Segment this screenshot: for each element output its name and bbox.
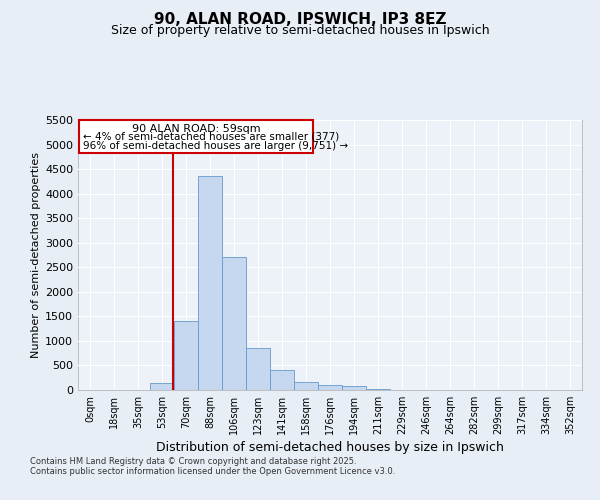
Bar (270, 370, 294, 390)
FancyBboxPatch shape (79, 120, 313, 154)
Bar (150, 382, 174, 390)
Bar (174, 322, 198, 390)
Bar (294, 382, 318, 390)
Bar (318, 385, 342, 390)
Bar (342, 386, 366, 390)
Y-axis label: Number of semi-detached properties: Number of semi-detached properties (31, 152, 41, 358)
Text: ← 4% of semi-detached houses are smaller (377): ← 4% of semi-detached houses are smaller… (83, 132, 339, 142)
Text: Size of property relative to semi-detached houses in Ipswich: Size of property relative to semi-detach… (110, 24, 490, 37)
Bar (222, 258, 246, 390)
Text: 90 ALAN ROAD: 59sqm: 90 ALAN ROAD: 59sqm (132, 124, 260, 134)
Bar (366, 388, 390, 390)
Text: Contains public sector information licensed under the Open Government Licence v3: Contains public sector information licen… (30, 468, 395, 476)
Bar (198, 176, 222, 390)
Bar (246, 348, 270, 390)
X-axis label: Distribution of semi-detached houses by size in Ipswich: Distribution of semi-detached houses by … (156, 441, 504, 454)
Text: 90, ALAN ROAD, IPSWICH, IP3 8EZ: 90, ALAN ROAD, IPSWICH, IP3 8EZ (154, 12, 446, 28)
Text: 96% of semi-detached houses are larger (9,751) →: 96% of semi-detached houses are larger (… (83, 141, 348, 151)
Text: Contains HM Land Registry data © Crown copyright and database right 2025.: Contains HM Land Registry data © Crown c… (30, 458, 356, 466)
